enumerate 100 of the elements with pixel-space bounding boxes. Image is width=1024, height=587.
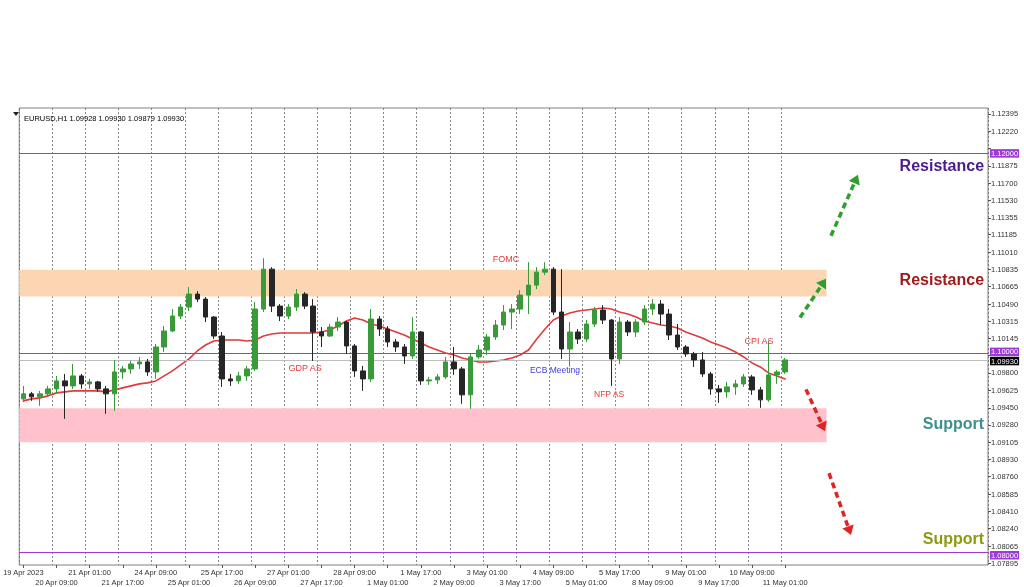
candlestick	[302, 291, 308, 310]
candlestick	[37, 390, 43, 407]
candlestick	[145, 358, 150, 377]
candlestick	[103, 385, 109, 415]
candlestick	[683, 344, 689, 358]
candlestick	[95, 380, 101, 393]
candlestick	[344, 320, 349, 355]
candlestick	[236, 371, 241, 385]
candlestick	[451, 346, 457, 376]
candlestick	[650, 298, 655, 316]
candlestick	[517, 289, 523, 315]
candlestick	[534, 266, 539, 290]
annotation: CPI AS	[744, 336, 774, 347]
candlestick	[559, 268, 564, 360]
candlestick	[294, 288, 299, 312]
candlestick	[45, 385, 51, 398]
candlestick	[600, 304, 606, 325]
candlestick	[120, 365, 126, 380]
candlestick	[178, 303, 183, 320]
candlestick	[551, 266, 556, 316]
candlestick	[584, 319, 589, 343]
candlestick	[774, 369, 780, 385]
candlestick	[716, 384, 722, 404]
candlestick	[609, 318, 614, 387]
annotation: NFP AS	[593, 389, 625, 400]
annotation: FOMC	[492, 253, 520, 264]
candlestick	[476, 344, 482, 360]
candlestick	[79, 373, 84, 390]
candlestick	[385, 325, 390, 348]
candlestick	[228, 373, 233, 387]
candlestick	[691, 351, 697, 368]
candlestick	[758, 386, 763, 409]
candlestick	[567, 321, 573, 367]
candlestick	[327, 323, 333, 338]
candlestick	[87, 378, 92, 390]
candlestick	[592, 306, 597, 328]
candlestick	[741, 373, 746, 388]
candlestick	[501, 304, 506, 331]
candlestick	[21, 385, 26, 403]
candlestick	[244, 365, 250, 382]
candlestick	[708, 371, 713, 396]
candlestick	[211, 315, 217, 340]
annotation: GDP AS	[288, 363, 322, 374]
candlestick	[261, 257, 266, 313]
candlestick	[418, 330, 424, 386]
candlestick	[70, 363, 76, 390]
candlestick	[526, 261, 531, 315]
candlestick	[277, 303, 283, 322]
candlestick	[29, 391, 34, 402]
candlestick	[658, 299, 664, 326]
candlestick	[493, 319, 498, 341]
candlestick	[575, 328, 581, 345]
candlestick	[112, 359, 117, 412]
candlestick	[335, 316, 341, 332]
candlestick	[170, 308, 175, 333]
candlestick	[393, 338, 399, 353]
candlestick	[410, 316, 415, 360]
candlestick	[54, 375, 59, 395]
candlestick	[666, 308, 672, 341]
candlestick	[402, 343, 407, 365]
candlestick	[219, 331, 225, 388]
candlestick	[195, 290, 200, 303]
candlestick	[468, 353, 473, 410]
candlestick	[269, 266, 275, 313]
annotation: ECB Meeting	[529, 365, 581, 376]
candlestick	[675, 323, 680, 351]
candlestick	[617, 316, 622, 365]
candlestick	[286, 303, 291, 320]
candlestick	[62, 373, 68, 420]
candlestick	[733, 379, 738, 396]
candlestick	[319, 326, 324, 348]
annotation: Support	[922, 530, 985, 548]
candlestick	[186, 286, 192, 312]
candlestick	[203, 296, 208, 323]
annotation: Support	[922, 414, 985, 432]
candlestick	[368, 308, 374, 383]
candlestick	[724, 381, 730, 399]
candlestick	[542, 261, 548, 276]
annotation: Resistance	[899, 157, 985, 175]
candlestick	[443, 356, 448, 380]
candlestick	[509, 303, 515, 330]
candlestick	[310, 298, 316, 362]
candlestick	[625, 319, 631, 337]
line-series	[22, 307, 786, 402]
candlestick	[252, 301, 258, 372]
candlestick	[749, 374, 755, 396]
candlestick	[153, 343, 159, 380]
candlestick	[137, 356, 142, 370]
annotation: Resistance	[899, 271, 985, 289]
candlestick	[377, 315, 382, 337]
candlestick	[128, 360, 134, 375]
candlestick	[700, 351, 705, 378]
candlestick	[426, 376, 432, 386]
candlestick	[352, 343, 357, 378]
candlestick	[484, 333, 490, 356]
candlestick	[161, 325, 167, 353]
candlestick	[782, 357, 788, 375]
candlestick	[435, 373, 440, 385]
candlestick	[459, 366, 465, 405]
candlestick	[360, 365, 366, 392]
